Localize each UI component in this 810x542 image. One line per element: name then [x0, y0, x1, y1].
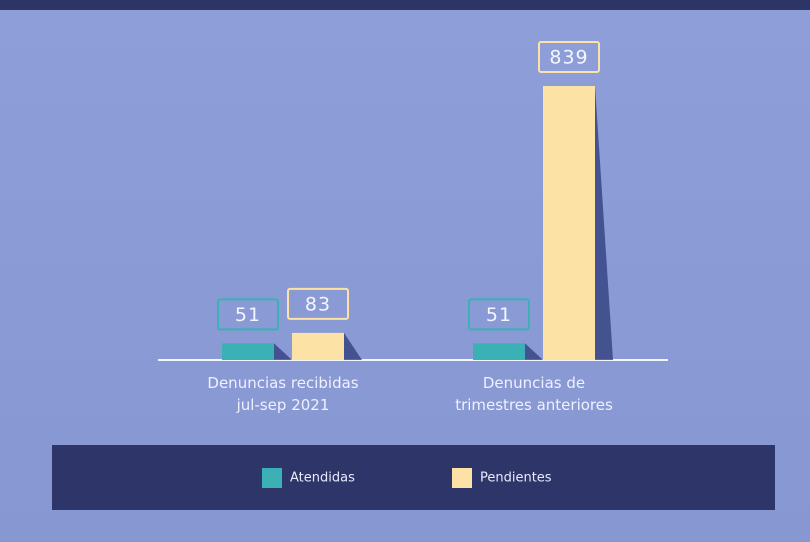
bar-shadow [525, 343, 543, 360]
bar [473, 343, 525, 360]
category-label: Denuncias de trimestres anteriores [455, 374, 613, 414]
bar [543, 86, 595, 360]
category-label: Denuncias recibidas jul-sep 2021 [207, 374, 358, 414]
bar-shadow [344, 332, 362, 360]
bar-shadow [595, 86, 613, 360]
value-label-box [468, 298, 530, 331]
legend-box [52, 445, 775, 510]
legend-label: Pendientes [480, 471, 552, 486]
value-label-box [287, 287, 349, 320]
value-label-box [538, 41, 600, 73]
legend-swatch [452, 468, 472, 488]
top-band [0, 0, 810, 10]
value-label: 51 [486, 304, 512, 326]
value-label: 51 [235, 304, 261, 326]
bar-shadow [274, 343, 292, 360]
legend-label: Atendidas [290, 471, 355, 486]
bar [292, 332, 344, 360]
legend-swatch [262, 468, 282, 488]
bar [222, 343, 274, 360]
value-label-box [217, 298, 279, 331]
value-label: 839 [549, 47, 588, 69]
value-label: 83 [305, 293, 331, 315]
